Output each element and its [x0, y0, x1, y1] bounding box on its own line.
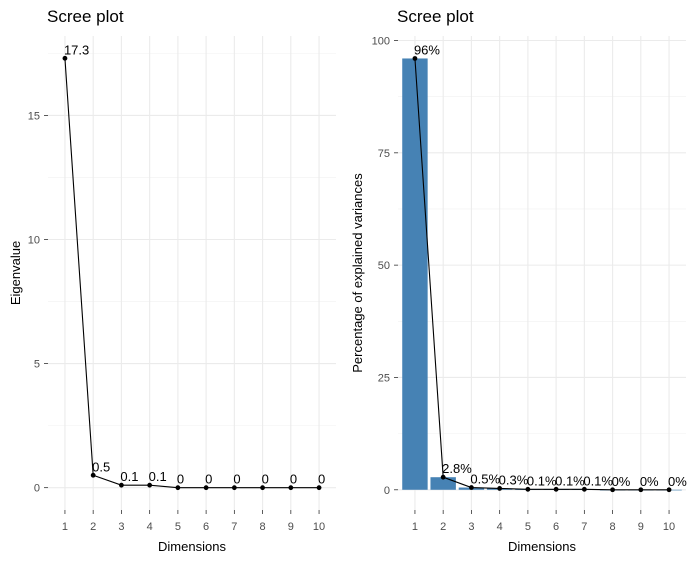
x-tick-label: 10	[663, 521, 675, 533]
x-tick-label: 5	[175, 521, 181, 533]
y-tick-label: 0	[384, 485, 390, 497]
y-tick-label: 5	[34, 359, 40, 371]
x-tick-label: 1	[412, 521, 418, 533]
data-label: 0%	[668, 474, 687, 489]
data-label: 0	[290, 472, 297, 487]
x-tick-label: 4	[497, 521, 503, 533]
data-label: 0	[233, 472, 240, 487]
data-label: 0.5	[92, 459, 110, 474]
data-point	[469, 485, 474, 490]
x-axis-title: Dimensions	[508, 539, 576, 554]
chart-title: Scree plot	[397, 7, 474, 26]
x-tick-label: 9	[288, 521, 294, 533]
grid-lines	[398, 36, 686, 510]
data-label: 0.1%	[527, 473, 557, 488]
data-label: 0.1	[149, 469, 167, 484]
grid-lines	[48, 36, 336, 510]
data-point	[203, 485, 209, 491]
data-point	[440, 474, 446, 480]
x-tick-label: 3	[118, 521, 124, 533]
y-axis-title: Eigenvalue	[8, 241, 23, 305]
data-label: 0.1%	[583, 473, 613, 488]
data-point	[497, 486, 503, 491]
eigenvalue-scree-plot: Scree plot 17.3 0.5 0.1 0.1 0 0 0 0 0 0 0 5 10 15 1 2 3 4 5…	[8, 7, 336, 554]
series-line	[64, 58, 320, 489]
y-axis-title: Percentage of explained variances	[350, 173, 365, 373]
chart-title: Scree plot	[47, 7, 124, 26]
data-label: 0.1%	[555, 473, 585, 488]
data-label: 0	[262, 472, 269, 487]
x-tick-label: 9	[638, 521, 644, 533]
data-point	[119, 482, 124, 488]
x-tick-label: 1	[62, 521, 68, 533]
x-tick-label: 6	[203, 521, 209, 533]
data-label: 0	[177, 472, 184, 487]
x-axis-title: Dimensions	[158, 539, 226, 554]
y-tick-label: 15	[28, 110, 40, 122]
data-point	[231, 485, 237, 491]
data-point	[288, 485, 294, 491]
data-point	[62, 55, 68, 61]
data-label: 0.1	[120, 469, 138, 484]
x-tick-label: 7	[231, 521, 237, 533]
bar	[402, 58, 428, 490]
y-tick-label: 0	[34, 483, 40, 495]
y-tick-label: 25	[378, 372, 390, 384]
data-point	[316, 485, 322, 491]
x-tick-label: 10	[313, 521, 325, 533]
data-point	[525, 486, 531, 492]
data-point	[666, 487, 672, 493]
data-point	[90, 472, 96, 478]
data-label: 17.3	[64, 42, 89, 57]
x-tick-label: 8	[610, 521, 616, 533]
x-tick-label: 7	[581, 521, 587, 533]
data-point	[147, 482, 153, 488]
data-label: 0%	[640, 474, 659, 489]
data-point	[412, 56, 418, 61]
x-tick-label: 4	[147, 521, 153, 533]
data-label: 96%	[414, 42, 440, 57]
series-line	[414, 58, 670, 491]
data-label: 0.5%	[470, 472, 500, 487]
variance-scree-plot: Scree plot 96% 2.8% 0.5% 0.3% 0.1% 0.1% 0.1% 0% 0…	[344, 0, 688, 561]
y-tick-label: 50	[378, 260, 390, 272]
data-point	[260, 485, 265, 491]
data-label: 0.3%	[499, 472, 529, 487]
data-label: 0	[205, 472, 212, 487]
data-label: 0%	[612, 474, 631, 489]
data-point	[175, 485, 181, 491]
data-label: 0	[318, 472, 325, 487]
y-tick-label: 75	[378, 148, 390, 160]
x-tick-label: 2	[90, 521, 96, 533]
data-label: 2.8%	[442, 461, 472, 476]
data-point	[638, 487, 644, 493]
x-tick-label: 6	[553, 521, 559, 533]
x-tick-label: 2	[440, 521, 446, 533]
x-tick-label: 3	[468, 521, 474, 533]
x-tick-label: 8	[260, 521, 266, 533]
eigenvalue-chart-svg: Scree plot 17.3 0.5 0.1 0.1 0 0 0 0 0 0 0 5 10 15 1 2 3 4 5…	[8, 7, 336, 554]
y-tick-label: 10	[28, 234, 40, 246]
y-tick-label: 100	[372, 35, 390, 47]
data-point	[553, 486, 559, 492]
data-point	[581, 486, 587, 492]
bar	[430, 477, 456, 490]
x-tick-label: 5	[525, 521, 531, 533]
data-point	[610, 487, 615, 493]
